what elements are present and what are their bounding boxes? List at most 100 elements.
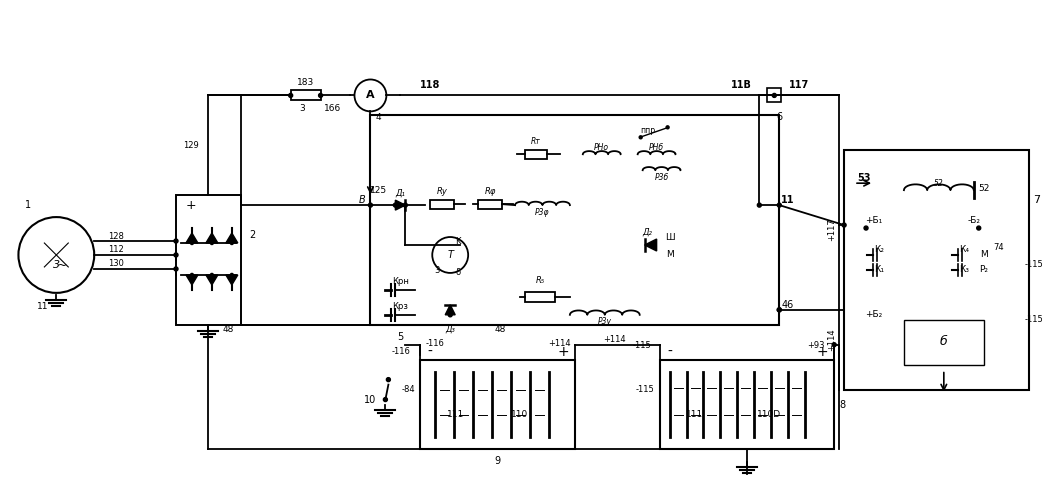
Circle shape: [432, 237, 468, 273]
Bar: [660, 360, 834, 450]
Polygon shape: [445, 305, 456, 315]
Text: δ: δ: [456, 268, 461, 278]
Text: -115: -115: [1025, 260, 1043, 269]
Text: 8: 8: [839, 400, 845, 410]
Bar: [176, 195, 241, 325]
Text: Р3б: Р3б: [654, 173, 669, 182]
Text: 5: 5: [398, 332, 404, 342]
Text: 52: 52: [978, 184, 989, 193]
Text: 4: 4: [376, 113, 381, 122]
Text: 111: 111: [686, 410, 703, 419]
Text: +: +: [185, 199, 197, 211]
Text: К₄: К₄: [958, 246, 969, 254]
Text: К₃: К₃: [958, 265, 969, 275]
Text: Д₃: Д₃: [445, 324, 456, 333]
Bar: [370, 116, 780, 325]
Polygon shape: [226, 275, 238, 285]
Text: 3: 3: [434, 266, 440, 276]
Circle shape: [174, 253, 178, 257]
Circle shape: [368, 203, 372, 207]
Bar: [525, 150, 547, 159]
Circle shape: [864, 226, 868, 230]
Text: 2: 2: [249, 230, 256, 240]
Text: T: T: [447, 250, 453, 260]
Text: 110D: 110D: [757, 410, 782, 419]
Circle shape: [757, 203, 762, 207]
Circle shape: [640, 136, 642, 139]
Text: +: +: [816, 345, 828, 359]
Circle shape: [210, 242, 214, 245]
Text: Д₂: Д₂: [643, 228, 652, 237]
Text: Д₁: Д₁: [396, 189, 405, 198]
Text: М: М: [979, 250, 988, 259]
Circle shape: [777, 308, 782, 312]
Circle shape: [230, 273, 234, 277]
Bar: [290, 90, 321, 100]
Text: Ш: Ш: [665, 233, 674, 242]
Bar: [767, 88, 782, 102]
Polygon shape: [206, 275, 218, 285]
Text: K: K: [456, 237, 461, 246]
Text: 46: 46: [782, 300, 793, 310]
Bar: [525, 292, 554, 302]
Text: +114: +114: [604, 335, 626, 344]
Text: -84: -84: [402, 385, 416, 394]
Circle shape: [777, 203, 782, 207]
Text: 117: 117: [789, 81, 809, 90]
Text: Ry: Ry: [437, 187, 448, 196]
Circle shape: [288, 93, 292, 97]
Text: Крз: Крз: [392, 302, 408, 311]
Text: 52: 52: [934, 179, 944, 188]
Text: -Б₂: -Б₂: [967, 215, 980, 225]
Text: 183: 183: [297, 78, 315, 87]
Text: 53: 53: [857, 173, 871, 183]
Circle shape: [174, 239, 178, 243]
Text: 1: 1: [25, 200, 32, 210]
Bar: [479, 200, 502, 209]
Text: 11B: 11B: [731, 81, 752, 90]
Text: Rφ: Rφ: [484, 187, 495, 196]
Bar: [904, 320, 984, 365]
Circle shape: [383, 398, 387, 402]
Text: 110: 110: [511, 410, 529, 419]
Text: +Б₁: +Б₁: [866, 215, 883, 225]
Text: 3: 3: [300, 104, 305, 113]
Circle shape: [174, 267, 178, 271]
Circle shape: [355, 80, 386, 111]
Text: 11: 11: [37, 302, 48, 311]
Text: 128: 128: [108, 232, 124, 241]
Text: -: -: [667, 345, 672, 359]
Circle shape: [777, 308, 782, 312]
Text: +117: +117: [828, 219, 836, 242]
Text: К₂: К₂: [874, 246, 884, 254]
Circle shape: [448, 313, 452, 317]
Text: B: B: [359, 195, 366, 205]
Polygon shape: [645, 239, 656, 251]
Bar: [430, 200, 454, 209]
Text: 7: 7: [1033, 195, 1040, 205]
Circle shape: [190, 242, 194, 245]
Circle shape: [666, 126, 669, 129]
Text: A: A: [366, 90, 375, 100]
Text: 118: 118: [420, 81, 441, 90]
Polygon shape: [206, 233, 218, 243]
Text: 11: 11: [781, 195, 794, 205]
Bar: [844, 150, 1029, 390]
Text: 74: 74: [993, 243, 1004, 251]
Bar: [421, 360, 574, 450]
Circle shape: [386, 377, 390, 382]
Circle shape: [393, 203, 398, 207]
Text: Р3у: Р3у: [598, 317, 612, 327]
Circle shape: [19, 217, 95, 293]
Text: 111: 111: [447, 410, 464, 419]
Circle shape: [210, 273, 214, 277]
Circle shape: [319, 93, 323, 97]
Circle shape: [976, 226, 980, 230]
Polygon shape: [396, 200, 405, 210]
Text: -115: -115: [635, 385, 654, 394]
Text: б: б: [939, 335, 948, 348]
Text: ~: ~: [57, 258, 67, 271]
Polygon shape: [226, 233, 238, 243]
Text: -: -: [428, 345, 432, 359]
Text: Крн: Крн: [392, 278, 409, 287]
